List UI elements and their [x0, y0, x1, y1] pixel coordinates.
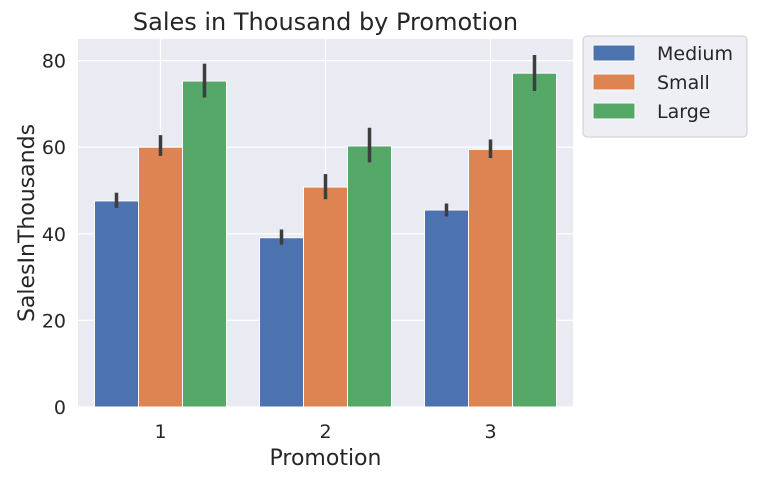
legend-label: Small: [657, 72, 710, 94]
legend-swatch: [592, 73, 636, 91]
chart-title: Sales in Thousand by Promotion: [133, 8, 518, 36]
bar: [303, 186, 348, 408]
legend-swatch: [592, 102, 636, 120]
x-tick-label: 1: [154, 421, 166, 443]
x-tick-label: 2: [319, 421, 331, 443]
y-tick-label: 20: [42, 310, 66, 332]
bar: [259, 237, 304, 408]
y-tick-label: 40: [42, 224, 66, 246]
y-tick-label: 0: [54, 397, 66, 419]
x-axis-label: Promotion: [270, 446, 382, 471]
bar: [182, 80, 227, 408]
x-tick-label: 3: [484, 421, 496, 443]
y-axis-label: SalesInThousands: [15, 124, 40, 322]
bar: [94, 200, 139, 408]
bar: [512, 72, 557, 408]
bar: [468, 148, 513, 408]
bar: [138, 146, 183, 408]
y-tick-label: 60: [42, 137, 66, 159]
legend-swatch: [592, 44, 636, 62]
legend-label: Medium: [657, 43, 733, 65]
bar: [347, 145, 392, 408]
bar: [424, 209, 469, 408]
legend-label: Large: [657, 101, 710, 123]
y-tick-label: 80: [42, 51, 66, 73]
